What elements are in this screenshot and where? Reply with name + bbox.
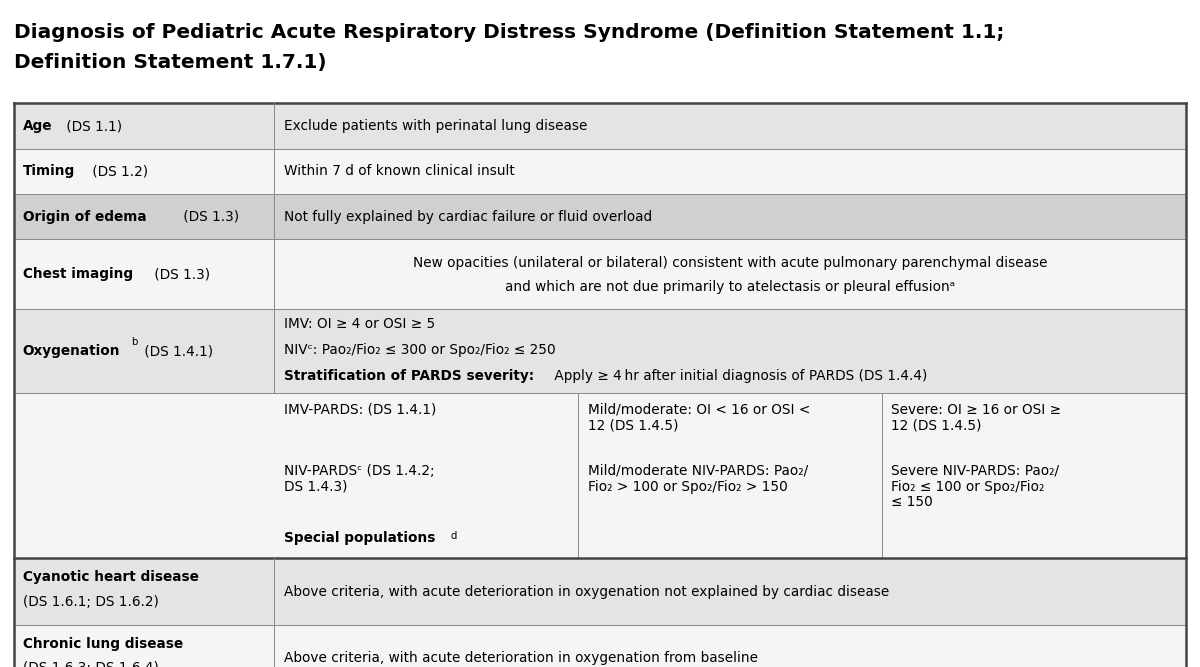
Text: Diagnosis of Pediatric Acute Respiratory Distress Syndrome (Definition Statement: Diagnosis of Pediatric Acute Respiratory… (14, 23, 1004, 42)
Bar (14, 149, 1186, 194)
Text: Mild/moderate: OI < 16 or OSI <: Mild/moderate: OI < 16 or OSI < (588, 403, 810, 417)
Text: Severe: OI ≥ 16 or OSI ≥: Severe: OI ≥ 16 or OSI ≥ (892, 403, 1062, 417)
Text: Definition Statement 1.7.1): Definition Statement 1.7.1) (14, 53, 328, 72)
Text: Exclude patients with perinatal lung disease: Exclude patients with perinatal lung dis… (284, 119, 587, 133)
Text: Origin of edema: Origin of edema (23, 210, 146, 223)
Text: b: b (131, 337, 137, 346)
Text: Above criteria, with acute deterioration in oxygenation not explained by cardiac: Above criteria, with acute deterioration… (284, 585, 889, 598)
Text: ≤ 150: ≤ 150 (892, 496, 934, 510)
Text: and which are not due primarily to atelectasis or pleural effusionᵃ: and which are not due primarily to atele… (505, 280, 955, 294)
Text: Chronic lung disease: Chronic lung disease (23, 637, 182, 650)
Text: Oxygenation: Oxygenation (23, 344, 120, 358)
Bar (14, 558, 1186, 625)
Text: Cyanotic heart disease: Cyanotic heart disease (23, 570, 199, 584)
Bar (14, 625, 1186, 667)
Text: (DS 1.4.1): (DS 1.4.1) (140, 344, 214, 358)
Text: (DS 1.3): (DS 1.3) (150, 267, 210, 281)
Text: DS 1.4.3): DS 1.4.3) (284, 480, 348, 494)
Text: Within 7 d of known clinical insult: Within 7 d of known clinical insult (284, 165, 515, 178)
Text: d: d (451, 531, 457, 541)
Bar (14, 309, 1186, 393)
Bar (14, 103, 1186, 149)
Text: Timing: Timing (23, 165, 76, 178)
Text: 12 (DS 1.4.5): 12 (DS 1.4.5) (892, 418, 982, 432)
Bar (14, 239, 1186, 309)
Text: Mild/moderate NIV-PARDS: Pao₂/: Mild/moderate NIV-PARDS: Pao₂/ (588, 464, 808, 478)
Text: IMV-PARDS: (DS 1.4.1): IMV-PARDS: (DS 1.4.1) (284, 403, 437, 417)
Text: Chest imaging: Chest imaging (23, 267, 133, 281)
Text: (DS 1.6.1; DS 1.6.2): (DS 1.6.1; DS 1.6.2) (23, 595, 158, 608)
Bar (14, 194, 1186, 239)
Text: Stratification of PARDS severity:: Stratification of PARDS severity: (284, 370, 534, 383)
Text: (DS 1.3): (DS 1.3) (179, 210, 239, 223)
Text: Above criteria, with acute deterioration in oxygenation from baseline: Above criteria, with acute deterioration… (284, 652, 758, 665)
Text: (DS 1.1): (DS 1.1) (62, 119, 122, 133)
Text: Not fully explained by cardiac failure or fluid overload: Not fully explained by cardiac failure o… (284, 210, 652, 223)
Text: Apply ≥ 4 hr after initial diagnosis of PARDS (DS 1.4.4): Apply ≥ 4 hr after initial diagnosis of … (551, 370, 928, 383)
Text: IMV: OI ≥ 4 or OSI ≥ 5: IMV: OI ≥ 4 or OSI ≥ 5 (284, 317, 436, 331)
Text: Fio₂ > 100 or Spo₂/Fio₂ > 150: Fio₂ > 100 or Spo₂/Fio₂ > 150 (588, 480, 787, 494)
Text: Fio₂ ≤ 100 or Spo₂/Fio₂: Fio₂ ≤ 100 or Spo₂/Fio₂ (892, 480, 1045, 494)
Text: Severe NIV-PARDS: Pao₂/: Severe NIV-PARDS: Pao₂/ (892, 464, 1060, 478)
Text: Special populations: Special populations (284, 532, 436, 546)
Text: NIVᶜ: Pao₂/Fio₂ ≤ 300 or Spo₂/Fio₂ ≤ 250: NIVᶜ: Pao₂/Fio₂ ≤ 300 or Spo₂/Fio₂ ≤ 250 (284, 343, 556, 356)
Text: (DS 1.6.3; DS 1.6.4): (DS 1.6.3; DS 1.6.4) (23, 662, 158, 667)
Bar (14, 393, 1186, 558)
Text: NIV-PARDSᶜ (DS 1.4.2;: NIV-PARDSᶜ (DS 1.4.2; (284, 464, 434, 478)
Text: Age: Age (23, 119, 53, 133)
Text: 12 (DS 1.4.5): 12 (DS 1.4.5) (588, 418, 678, 432)
Text: New opacities (unilateral or bilateral) consistent with acute pulmonary parenchy: New opacities (unilateral or bilateral) … (413, 256, 1048, 270)
Text: (DS 1.2): (DS 1.2) (88, 165, 148, 178)
